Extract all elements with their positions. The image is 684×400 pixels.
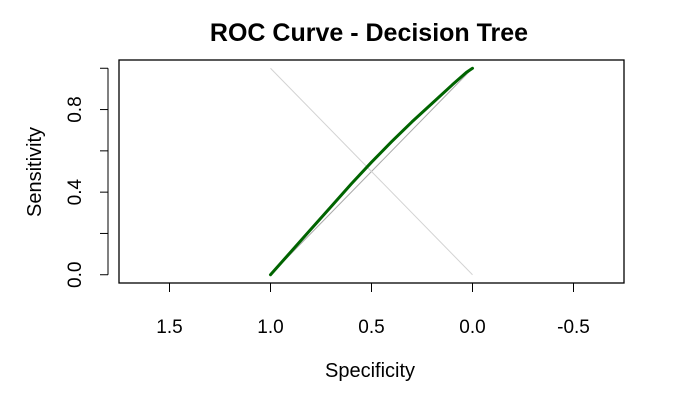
reference-lines	[270, 67, 473, 276]
x-tick-label: 1.5	[156, 317, 182, 338]
y-tick-label: 0.4	[65, 179, 86, 206]
y-axis-title: Sensitivity	[24, 127, 46, 217]
y-tick-label: 0.8	[65, 96, 86, 122]
x-axis: 1.5 1.0 0.5 0.0 -0.5	[156, 282, 590, 338]
roc-curve-line	[269, 66, 474, 277]
x-tick-label: 0.0	[459, 317, 485, 338]
x-tick-label: 0.5	[358, 317, 384, 338]
series-layer	[269, 66, 474, 277]
x-tick-label: -0.5	[557, 317, 590, 338]
x-tick-label: 1.0	[257, 317, 283, 338]
chart-title: ROC Curve - Decision Tree	[210, 19, 528, 47]
y-tick-label: 0.0	[65, 262, 86, 288]
x-axis-title: Specificity	[325, 360, 415, 382]
y-axis: 0.0 0.4 0.8	[65, 67, 109, 288]
anti-diagonal-line	[270, 67, 473, 276]
